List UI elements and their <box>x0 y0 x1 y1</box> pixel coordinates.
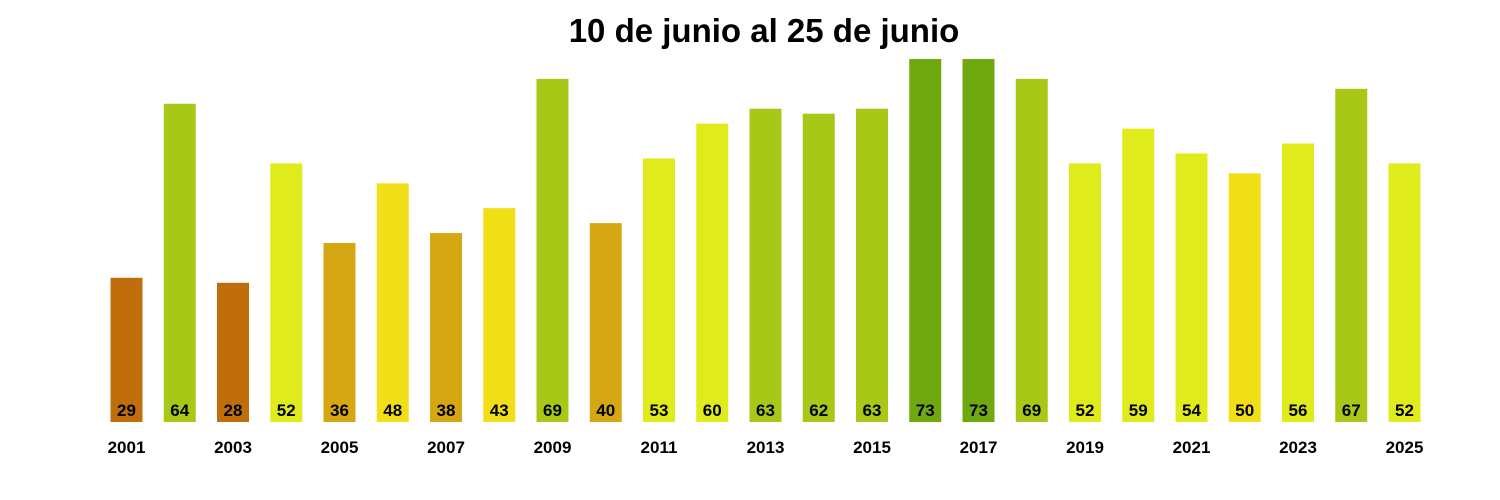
bars-layer <box>110 59 1421 423</box>
bar-2014 <box>802 113 835 422</box>
bar-value-label-2025: 52 <box>1395 401 1414 420</box>
bar-value-label-2001: 29 <box>117 401 136 420</box>
bar-value-label-2010: 40 <box>596 401 615 420</box>
bar-value-label-2006: 48 <box>383 401 402 420</box>
bar-value-label-2016: 73 <box>916 401 935 420</box>
x-axis-ticks: 2001 2003 2005 2007 2009 2011 2013 2015 2017 2019… <box>108 438 1424 457</box>
bar-2018 <box>1015 78 1048 422</box>
bar-2002 <box>163 103 196 422</box>
x-tick-label-2011: 2011 <box>641 438 678 457</box>
x-tick-label-2001: 2001 <box>108 438 146 457</box>
bar-value-label-2014: 62 <box>809 401 828 420</box>
bar-2008 <box>483 208 516 422</box>
x-tick-label-2021: 2021 <box>1173 438 1211 457</box>
bar-value-label-2004: 52 <box>277 401 296 420</box>
bar-2004 <box>270 163 303 423</box>
bar-2025 <box>1388 163 1421 423</box>
value-labels-layer: 29 64 28 52 36 48 38 43 69 40 53 60 63 62 63 73 73 69 52 59… <box>117 401 1414 420</box>
bar-2015 <box>856 108 888 422</box>
x-tick-label-2005: 2005 <box>321 438 359 457</box>
bar-value-label-2017: 73 <box>969 401 988 420</box>
bar-2013 <box>749 108 782 422</box>
bar-2006 <box>376 183 409 422</box>
x-tick-label-2009: 2009 <box>534 438 572 457</box>
bar-value-label-2021: 54 <box>1182 401 1201 420</box>
bar-2023 <box>1282 143 1314 422</box>
bar-value-label-2008: 43 <box>490 401 509 420</box>
bar-value-label-2022: 50 <box>1235 401 1254 420</box>
bar-value-label-2023: 56 <box>1289 401 1308 420</box>
x-tick-label-2019: 2019 <box>1066 438 1104 457</box>
bar-2003 <box>217 282 249 422</box>
bar-value-label-2005: 36 <box>330 401 349 420</box>
bar-2001 <box>110 277 143 422</box>
bar-value-label-2019: 52 <box>1076 401 1095 420</box>
x-tick-label-2003: 2003 <box>214 438 252 457</box>
bar-2005 <box>323 242 356 422</box>
x-tick-label-2015: 2015 <box>853 438 891 457</box>
bar-value-label-2012: 60 <box>703 401 722 420</box>
bar-2024 <box>1335 88 1368 422</box>
bar-2016 <box>909 59 942 422</box>
bar-value-label-2003: 28 <box>224 401 243 420</box>
x-tick-label-2017: 2017 <box>960 438 998 457</box>
bar-2019 <box>1069 163 1101 423</box>
bar-value-label-2009: 69 <box>543 401 562 420</box>
bar-2009 <box>536 78 569 422</box>
bar-2012 <box>696 123 729 422</box>
bar-2017 <box>962 59 995 422</box>
x-tick-label-2007: 2007 <box>427 438 465 457</box>
bar-2020 <box>1122 128 1155 422</box>
x-tick-label-2023: 2023 <box>1279 438 1317 457</box>
bar-value-label-2018: 69 <box>1022 401 1041 420</box>
x-tick-label-2025: 2025 <box>1386 438 1424 457</box>
chart-title: 10 de junio al 25 de junio <box>568 12 960 49</box>
bar-2021 <box>1175 153 1208 423</box>
x-tick-label-2013: 2013 <box>747 438 785 457</box>
bar-2022 <box>1228 173 1261 422</box>
bar-2010 <box>589 223 622 422</box>
bar-2007 <box>430 233 462 422</box>
bar-value-label-2007: 38 <box>437 401 456 420</box>
bar-value-label-2015: 63 <box>863 401 882 420</box>
bar-2011 <box>643 158 675 422</box>
bar-value-label-2024: 67 <box>1342 401 1361 420</box>
bar-value-label-2020: 59 <box>1129 401 1148 420</box>
bar-value-label-2011: 53 <box>650 401 669 420</box>
bar-value-label-2002: 64 <box>170 401 189 420</box>
bar-value-label-2013: 63 <box>756 401 775 420</box>
